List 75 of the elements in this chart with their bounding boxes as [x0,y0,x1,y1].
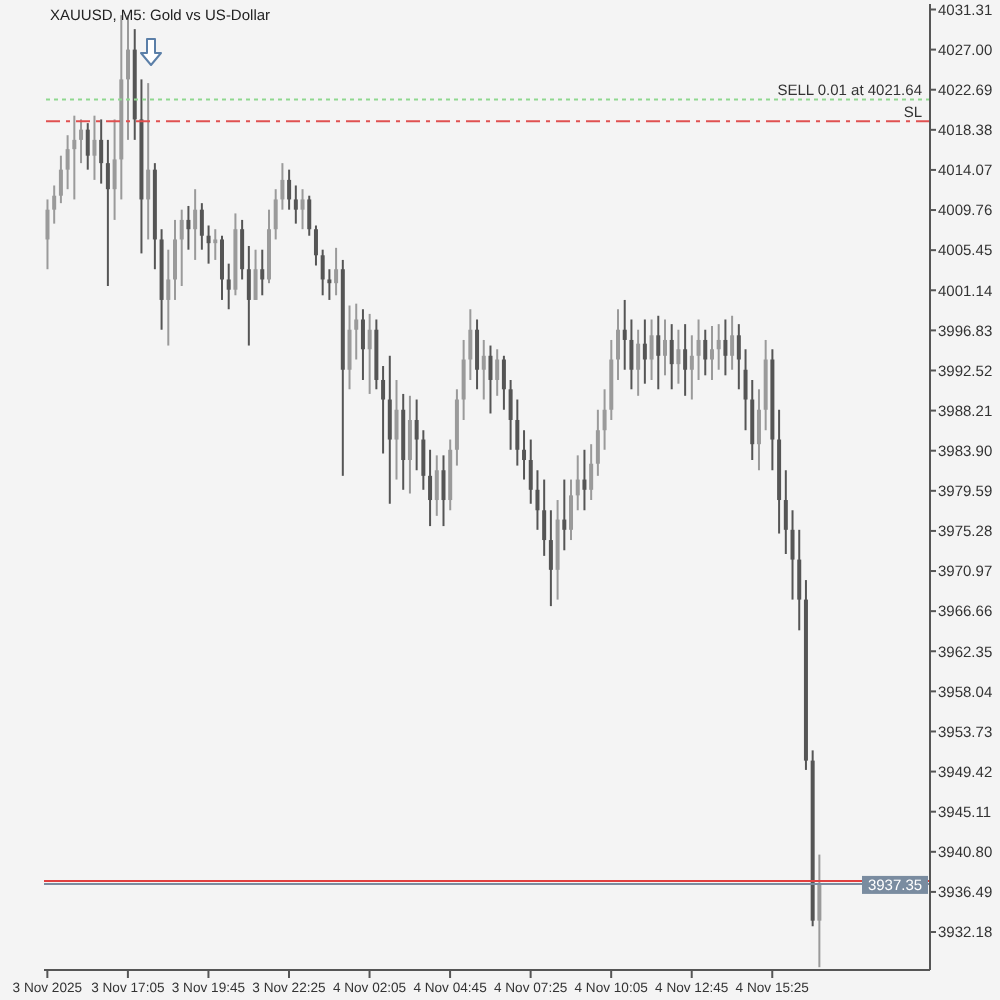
candlestick [569,478,574,542]
candlestick [199,202,204,251]
candlestick [381,365,386,455]
candlestick [582,448,587,512]
candlestick [501,354,506,411]
candlestick [703,328,708,377]
candlestick [313,224,318,267]
candlestick [146,82,151,241]
candlestick [45,198,50,271]
candlestick [99,118,104,185]
candlestick [173,218,178,301]
candlestick [293,184,298,225]
candlestick [307,194,312,237]
candlestick [689,334,694,401]
candlestick [394,378,399,481]
candlestick [92,114,97,181]
candlestick [347,304,352,391]
candlestick [656,314,661,391]
candlestick [52,184,57,225]
candlestick [226,262,231,311]
candlestick [387,354,392,505]
candlestick [79,118,84,165]
candlestick [649,318,654,381]
candlestick [481,338,486,401]
candlestick [179,208,184,287]
candlestick [186,204,191,251]
candlestick [817,853,822,969]
candlestick [219,234,224,301]
candlestick [193,188,198,261]
candlestick [428,448,433,528]
candlestick [723,318,728,377]
candlestick [300,188,305,231]
candlestick [542,478,547,557]
candlestick [575,454,580,512]
candlestick [495,348,500,397]
candlestick [730,314,735,371]
candlestick [58,154,63,205]
candlestick [662,318,667,377]
candlestick [441,454,446,528]
candlestick [642,318,647,385]
candlestick [260,248,265,297]
candlestick [320,248,325,297]
candlestick [616,308,621,381]
candlestick [475,318,480,391]
candlestick [696,318,701,381]
candlestick [246,244,251,347]
candlestick [716,323,721,371]
candlestick [736,323,741,391]
candlestick [367,312,372,395]
candlestick [669,323,674,391]
candlestick [253,248,258,301]
candlestick [434,454,439,517]
candlestick [756,388,761,472]
candlestick [334,246,339,297]
candlestick [548,509,553,608]
candlestick [636,328,641,397]
candlestick [595,408,600,477]
candlestick [407,394,412,495]
candlestick [709,325,714,381]
candlestick [287,168,292,211]
candlestick [783,469,788,556]
candlestick [676,328,681,385]
candlestick [522,429,527,481]
candlestick [360,308,365,381]
candlestick [240,218,245,281]
candlestick [72,114,77,201]
candlestick [488,344,493,415]
candlestick [213,228,218,261]
candlestick [562,478,567,552]
candlestick [589,443,594,502]
candlestick [206,224,211,265]
candlestick [105,138,110,287]
candlestick [85,122,90,171]
candlestick [683,323,688,397]
candlestick [166,248,171,347]
